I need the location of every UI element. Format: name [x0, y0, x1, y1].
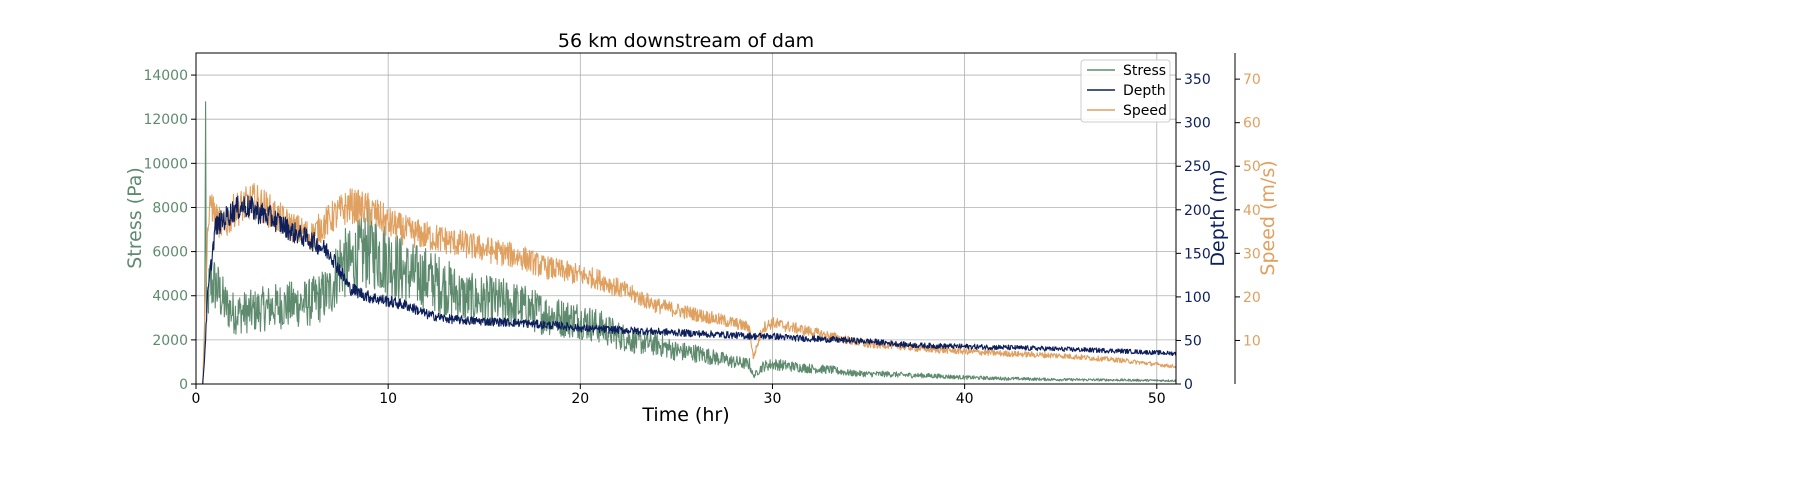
- stress-tick-label: 0: [179, 377, 188, 393]
- legend: Stress Depth Speed: [1081, 60, 1170, 122]
- speed-tick-label: 10: [1243, 333, 1261, 349]
- series-layer: [196, 102, 1176, 384]
- stress-tick-label: 4000: [152, 289, 188, 305]
- depth-tick-label: 50: [1184, 333, 1202, 349]
- x-tick-label: 10: [379, 391, 397, 407]
- x-tick-label: 20: [571, 391, 589, 407]
- stress-axis: 0 2000 4000 6000 8000 10000 12000 14000: [143, 68, 196, 393]
- x-tick-label: 30: [764, 391, 782, 407]
- stress-tick-label: 10000: [143, 156, 188, 172]
- depth-tick-label: 300: [1184, 116, 1211, 132]
- depth-axis-label: Depth (m): [1207, 169, 1229, 266]
- legend-label-depth: Depth: [1123, 83, 1166, 99]
- x-tick-label: 40: [956, 391, 974, 407]
- depth-tick-label: 100: [1184, 290, 1211, 306]
- stress-tick-label: 2000: [152, 333, 188, 349]
- depth-tick-label: 350: [1184, 72, 1211, 88]
- stress-tick-label: 6000: [152, 245, 188, 261]
- stress-tick-label: 8000: [152, 200, 188, 216]
- speed-axis-label: Speed (m/s): [1257, 160, 1279, 275]
- chart-title: 56 km downstream of dam: [558, 30, 814, 52]
- series-line-stress: [196, 102, 1176, 384]
- x-tick-label: 50: [1148, 391, 1166, 407]
- speed-tick-label: 60: [1243, 116, 1261, 132]
- speed-tick-label: 70: [1243, 72, 1261, 88]
- x-axis-label: Time (hr): [641, 404, 729, 426]
- stress-tick-label: 12000: [143, 112, 188, 128]
- stress-axis-label: Stress (Pa): [124, 167, 146, 269]
- legend-label-speed: Speed: [1123, 103, 1167, 119]
- speed-tick-label: 20: [1243, 290, 1261, 306]
- stress-tick-label: 14000: [143, 68, 188, 84]
- depth-tick-label: 0: [1184, 377, 1193, 393]
- x-tick-label: 0: [192, 391, 201, 407]
- legend-label-stress: Stress: [1123, 63, 1166, 79]
